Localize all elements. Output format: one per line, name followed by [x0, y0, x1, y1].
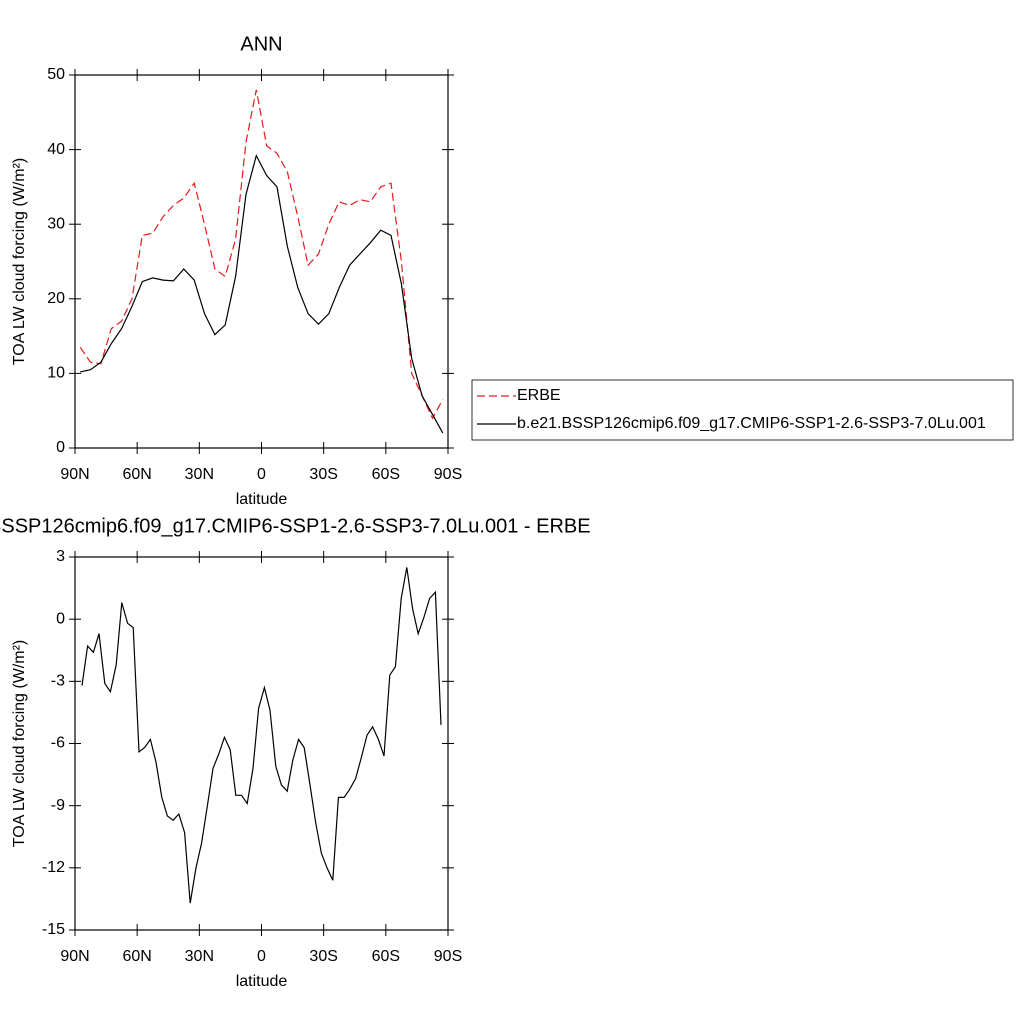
- x-tick-label: 0: [257, 948, 266, 965]
- x-tick-label: 90N: [60, 466, 89, 483]
- legend-label: ERBE: [517, 387, 561, 404]
- legend-frame: [471, 379, 1014, 441]
- y-tick-label: 3: [56, 548, 65, 565]
- x-tick-label: 30S: [309, 948, 337, 965]
- y-tick-label: -6: [51, 735, 65, 752]
- legend: ERBE b.e21.BSSP126cmip6.f09_g17.CMIP6-SSP…: [471, 379, 1014, 441]
- y-tick-label: -12: [42, 859, 65, 876]
- y-axis-label: TOA LW cloud forcing (W/m²): [11, 158, 28, 365]
- data-line: [81, 567, 442, 904]
- x-tick-label: 60N: [122, 948, 151, 965]
- y-tick-label: 30: [47, 215, 65, 232]
- x-axis-label: latitude: [236, 491, 288, 508]
- x-tick-label: 90S: [434, 948, 462, 965]
- data-line: [80, 153, 444, 434]
- x-tick-label: 30N: [185, 466, 214, 483]
- x-axis-label: latitude: [236, 973, 288, 990]
- x-tick-label: 90S: [434, 466, 462, 483]
- chart-title: ANN: [240, 33, 282, 55]
- x-tick-label: 30S: [309, 466, 337, 483]
- plot-frame: [74, 74, 449, 449]
- x-tick-label: 60N: [122, 466, 151, 483]
- y-tick-label: 20: [47, 290, 65, 307]
- x-tick-label: 0: [257, 466, 266, 483]
- y-tick-label: 10: [47, 365, 65, 382]
- y-tick-label: 50: [47, 66, 65, 83]
- x-tick-label: 60S: [372, 948, 400, 965]
- plot-frame: [74, 556, 449, 931]
- y-tick-label: -9: [51, 797, 65, 814]
- y-tick-label: 40: [47, 141, 65, 158]
- x-tick-label: 90N: [60, 948, 89, 965]
- x-tick-label: 30N: [185, 948, 214, 965]
- legend-label: b.e21.BSSP126cmip6.f09_g17.CMIP6-SSP1-2.…: [517, 415, 986, 432]
- data-line: [79, 89, 444, 420]
- y-axis-label: TOA LW cloud forcing (W/m²): [11, 640, 28, 847]
- x-tick-label: 60S: [372, 466, 400, 483]
- y-tick-label: -15: [42, 921, 65, 938]
- y-tick-label: 0: [56, 610, 65, 627]
- chart-title: b.e21.BSSP126cmip6.f09_g17.CMIP6-SSP1-2.…: [0, 515, 591, 537]
- y-tick-label: 0: [56, 439, 65, 456]
- y-tick-label: -3: [51, 673, 65, 690]
